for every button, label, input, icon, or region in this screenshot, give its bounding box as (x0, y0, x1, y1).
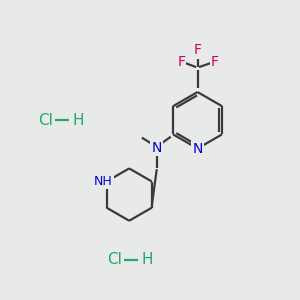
Text: F: F (211, 55, 219, 69)
Text: Cl: Cl (38, 113, 53, 128)
Text: N: N (152, 141, 162, 155)
Text: N: N (192, 142, 203, 155)
Text: H: H (141, 253, 153, 268)
Text: Cl: Cl (107, 253, 122, 268)
Text: F: F (194, 44, 202, 57)
Text: H: H (73, 113, 84, 128)
Text: F: F (177, 55, 185, 69)
Text: NH: NH (94, 175, 113, 188)
